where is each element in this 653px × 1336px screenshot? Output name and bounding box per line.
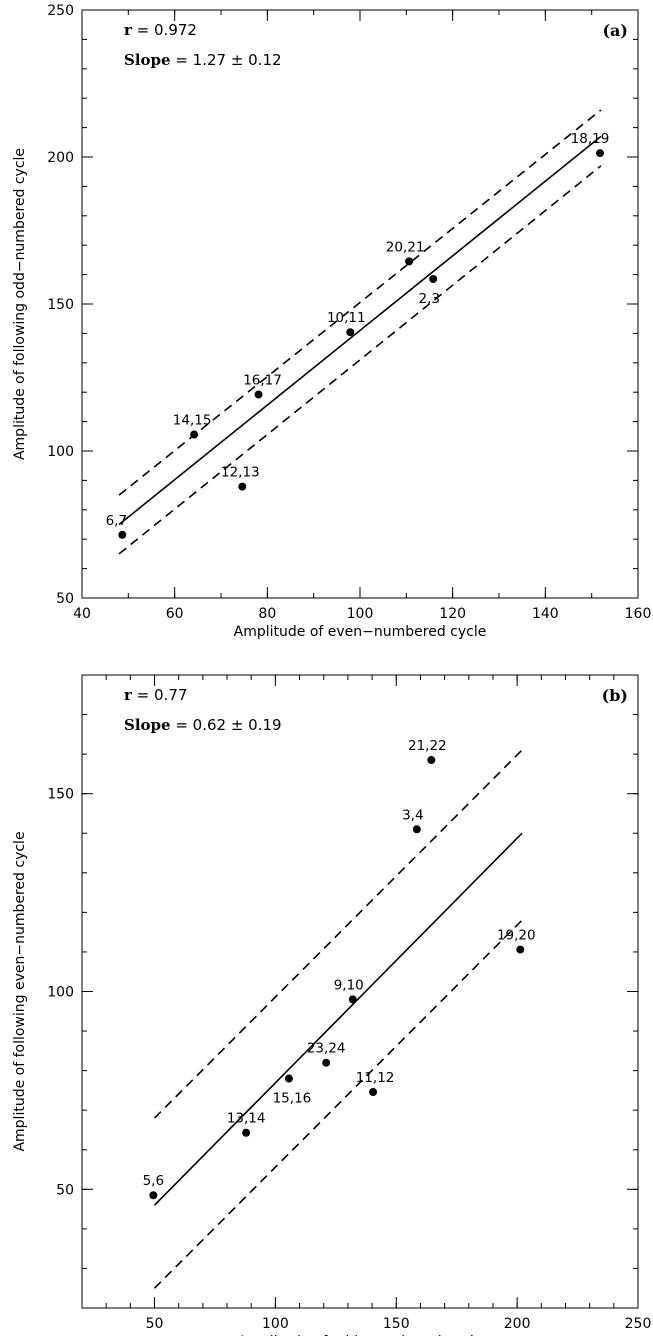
- data-point: [254, 390, 263, 399]
- x-tick-label: 160: [625, 606, 652, 622]
- data-point-label: 21,22: [408, 738, 447, 754]
- data-point: [322, 1058, 331, 1067]
- x-tick-label: 250: [625, 1316, 652, 1332]
- data-point: [427, 756, 436, 765]
- y-tick-label: 200: [47, 150, 74, 166]
- data-point-label: 19,20: [497, 928, 536, 944]
- r-stat-symbol: r: [124, 21, 133, 39]
- x-tick-label: 120: [439, 606, 466, 622]
- slope-stat-value: = 1.27 ± 0.12: [171, 51, 282, 69]
- data-point: [238, 482, 247, 491]
- x-axis-label: Amplitude of odd−numbered cycle: [238, 1334, 483, 1336]
- fit-line: [118, 135, 602, 526]
- panel-label: (b): [602, 686, 628, 705]
- data-point-label: 9,10: [334, 977, 364, 993]
- data-point: [596, 149, 605, 158]
- data-point: [429, 275, 438, 284]
- y-tick-label: 250: [47, 3, 74, 19]
- lower-bound-line: [118, 165, 602, 555]
- slope-stat-value: = 0.62 ± 0.19: [171, 716, 282, 734]
- data-point: [284, 1074, 293, 1083]
- data-point: [369, 1087, 378, 1096]
- data-point: [405, 257, 414, 266]
- y-tick-label: 100: [47, 985, 74, 1001]
- x-tick-label: 80: [258, 606, 276, 622]
- x-tick-label: 100: [347, 606, 374, 622]
- fit-line: [153, 832, 523, 1206]
- y-tick-label: 150: [47, 297, 74, 313]
- data-point-label: 15,16: [273, 1091, 312, 1107]
- plot-frame: [81, 9, 639, 599]
- r-stat: r = 0.77: [124, 686, 187, 704]
- x-tick-label: 100: [262, 1316, 289, 1332]
- x-tick-label: 150: [383, 1316, 410, 1332]
- data-point-label: 5,6: [143, 1173, 164, 1189]
- data-point: [346, 328, 355, 337]
- data-point: [412, 825, 421, 834]
- y-tick-label: 100: [47, 444, 74, 460]
- y-axis-label: Amplitude of following even−numbered cyc…: [12, 831, 28, 1151]
- data-point-label: 16,17: [243, 373, 282, 389]
- y-tick-label: 150: [47, 787, 74, 803]
- data-point-label: 3,4: [402, 807, 423, 823]
- data-point-label: 6,7: [106, 513, 127, 529]
- r-stat-value: = 0.77: [132, 686, 188, 704]
- chart-panel-b: 50 100 150 200 250 50 100 150 Amplitude of odd−n…: [12, 674, 652, 1336]
- x-tick-label: 40: [73, 606, 91, 622]
- x-axis-label: Amplitude of even−numbered cycle: [234, 624, 487, 640]
- r-stat: r = 0.972: [124, 21, 197, 39]
- y-tick-label: 50: [56, 1182, 74, 1198]
- slope-stat-label: Slope: [124, 716, 171, 734]
- data-point: [348, 995, 357, 1004]
- data-point-label: 14,15: [173, 413, 212, 429]
- data-point-label: 13,14: [227, 1111, 266, 1127]
- upper-bound-line: [153, 749, 523, 1119]
- y-axis-label: Amplitude of following odd−numbered cycl…: [12, 148, 28, 460]
- y-tick-label: 50: [56, 591, 74, 607]
- panel-label: (a): [602, 21, 628, 40]
- chart-panel-a: 40 60 80 100 120 140 160 50 100 150 200 250 Amplitud…: [12, 3, 651, 640]
- x-tick-label: 50: [146, 1316, 164, 1332]
- data-point: [190, 430, 199, 439]
- slope-stat: Slope = 1.27 ± 0.12: [124, 51, 282, 69]
- data-point-label: 12,13: [221, 465, 260, 481]
- data-point-label: 18,19: [571, 131, 610, 147]
- slope-stat: Slope = 0.62 ± 0.19: [124, 716, 282, 734]
- data-point-label: 2,3: [418, 291, 439, 307]
- slope-stat-label: Slope: [124, 51, 171, 69]
- r-stat-value: = 0.972: [132, 21, 197, 39]
- data-point: [118, 530, 127, 539]
- x-tick-label: 200: [504, 1316, 531, 1332]
- data-point: [149, 1191, 158, 1200]
- data-point-label: 23,24: [307, 1041, 346, 1057]
- data-point-label: 20,21: [386, 239, 425, 255]
- data-point: [242, 1128, 251, 1137]
- data-point-label: 10,11: [327, 310, 366, 326]
- data-point: [516, 945, 525, 954]
- r-stat-symbol: r: [124, 686, 133, 704]
- lower-bound-line: [153, 919, 523, 1289]
- upper-bound-line: [118, 109, 602, 496]
- x-tick-label: 60: [166, 606, 184, 622]
- x-tick-label: 140: [532, 606, 559, 622]
- data-point-label: 11,12: [356, 1070, 395, 1086]
